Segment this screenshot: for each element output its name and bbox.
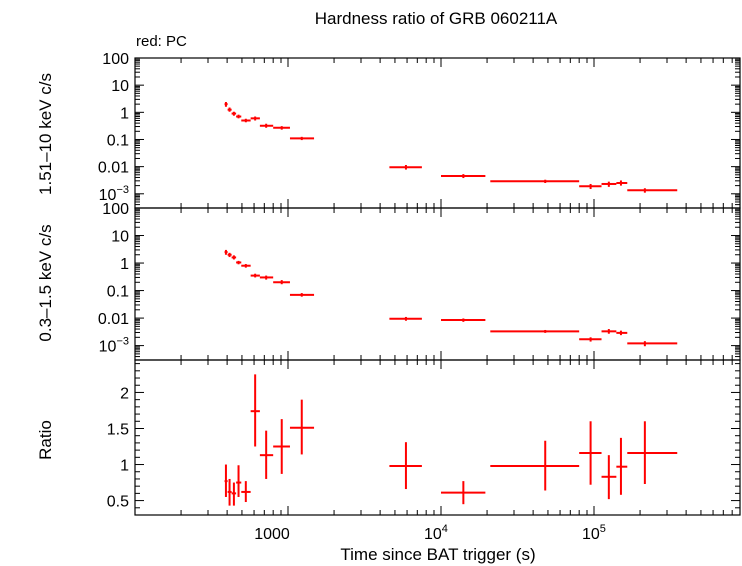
data-point	[273, 126, 290, 130]
data-point	[231, 111, 237, 116]
y-tick-label: 10	[111, 78, 129, 95]
y-tick-label: 0.5	[107, 494, 129, 511]
y-tick-label: 2	[120, 385, 129, 402]
y-axis-label-top: 1.51–10 keV c/s	[36, 73, 55, 195]
y-tick-label: 1	[120, 256, 129, 273]
data-point	[241, 118, 251, 123]
data-point	[236, 114, 242, 119]
y-tick-label-exp-power: −3	[116, 336, 129, 348]
data-point	[231, 482, 237, 506]
data-point	[616, 437, 628, 495]
y-tick-label: 1	[120, 105, 129, 122]
data-point	[259, 123, 274, 128]
data-point	[241, 481, 251, 503]
data-point	[490, 440, 580, 491]
y-tick-label: 1.5	[107, 421, 129, 438]
y-tick-label-exp-base: 10	[99, 187, 117, 204]
data-point	[616, 330, 628, 336]
x-tick-label-1e5-exp: 5	[600, 523, 606, 535]
data-point	[273, 419, 290, 474]
y-tick-label: 0.01	[98, 311, 129, 328]
y-axis-label-bottom: Ratio	[36, 420, 55, 460]
y-tick-label: 0.01	[98, 160, 129, 177]
data-point	[224, 249, 228, 255]
data-point	[627, 341, 678, 347]
data-point	[441, 318, 486, 322]
panel-bottom: 2 1.5 1 0.5	[107, 359, 741, 516]
data-point	[227, 107, 232, 112]
data-point	[616, 180, 628, 186]
data-point	[601, 181, 617, 187]
data-point	[224, 101, 228, 107]
data-point	[259, 275, 274, 280]
data-point	[227, 252, 232, 258]
data-point	[490, 179, 580, 183]
x-tick-label-1e4-exp: 4	[442, 523, 448, 535]
y-tick-label-exp: 10−3	[99, 184, 129, 204]
data-point	[250, 273, 260, 278]
y-axis-label-middle: 0.3–1.5 keV c/s	[36, 224, 55, 341]
data-point	[579, 337, 602, 342]
x-tick-label-1e5-base: 10	[582, 526, 600, 543]
data-point	[289, 136, 315, 141]
chart-title: Hardness ratio of GRB 060211A	[315, 9, 558, 28]
plot-frame	[134, 57, 741, 209]
y-tick-label: 0.1	[107, 132, 129, 149]
data-point	[289, 399, 315, 455]
data-point	[273, 280, 290, 285]
x-tick-label-1000: 1000	[254, 526, 290, 543]
y-tick-label-exp-power: −3	[116, 184, 129, 196]
y-tick-label: 1	[120, 458, 129, 475]
plot-frame	[134, 207, 741, 361]
data-point	[289, 293, 315, 297]
y-tick-label: 100	[102, 51, 129, 68]
data-point	[579, 421, 602, 485]
x-tick-labels: 1000 104 105	[254, 523, 606, 543]
data-point	[601, 329, 617, 334]
x-axis-label: Time since BAT trigger (s)	[340, 545, 535, 564]
data-point	[627, 188, 678, 193]
data-point	[389, 442, 422, 490]
y-tick-label: 10	[111, 229, 129, 246]
data-point	[579, 183, 602, 190]
data-point	[441, 174, 486, 179]
y-tick-label: 0.1	[107, 284, 129, 301]
series-legend: red: PC	[136, 33, 187, 50]
y-tick-label-exp-base: 10	[99, 339, 117, 356]
y-tick-label: 100	[102, 201, 129, 218]
x-tick-label-1e4-base: 10	[424, 526, 442, 543]
data-point	[231, 255, 237, 260]
data-point	[490, 329, 580, 333]
data-point	[389, 164, 422, 170]
x-tick-label-1e5: 105	[582, 523, 606, 543]
data-point	[441, 481, 486, 505]
data-point	[227, 478, 232, 506]
data-point	[601, 455, 617, 500]
data-point	[224, 464, 228, 497]
data-point	[259, 430, 274, 479]
data-point	[389, 316, 422, 321]
data-point	[241, 264, 251, 268]
data-point	[250, 374, 260, 447]
data-point	[250, 116, 260, 121]
y-tick-label-exp: 10−3	[99, 336, 129, 356]
plot-frame	[134, 359, 741, 516]
data-point	[627, 421, 678, 484]
x-tick-label-1e4: 104	[424, 523, 448, 543]
data-point	[236, 260, 242, 265]
data-point	[236, 465, 242, 497]
